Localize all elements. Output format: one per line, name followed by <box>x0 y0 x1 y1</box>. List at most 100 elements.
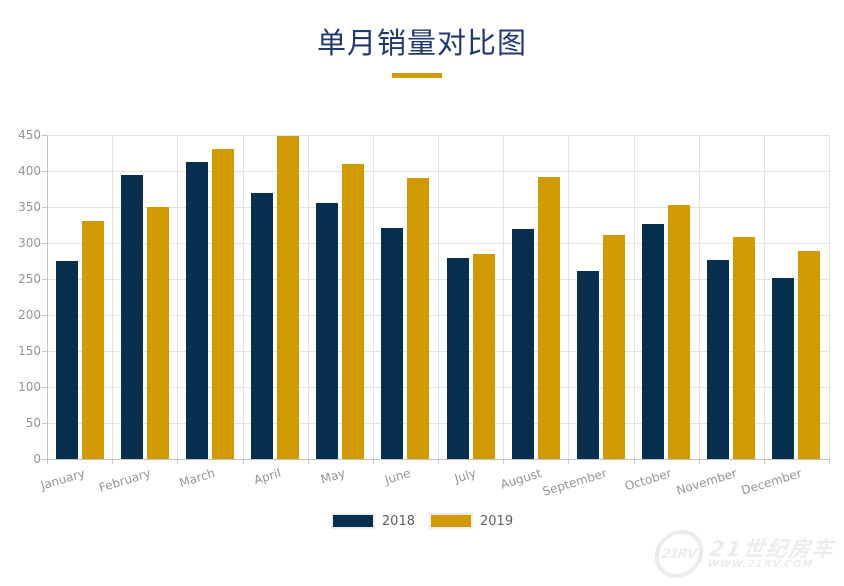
x-axis-label-march: March <box>177 466 218 491</box>
y-axis-tick-150 <box>42 351 47 352</box>
gridline-v-9 <box>633 135 635 459</box>
y-axis-tick-200 <box>42 315 47 316</box>
bar-2018-september[interactable] <box>576 271 599 459</box>
bar-2018-april[interactable] <box>251 192 274 459</box>
y-axis-tick-350 <box>42 207 47 208</box>
x-axis-tick-4 <box>307 459 309 464</box>
legend-item-2018[interactable]: 2018 <box>330 513 415 529</box>
bar-2019-june[interactable] <box>407 178 430 459</box>
gridline-v-4 <box>307 135 309 459</box>
bar-2019-december[interactable] <box>798 250 821 459</box>
y-axis-label-50: 50 <box>25 416 41 430</box>
x-axis-tick-3 <box>242 459 244 464</box>
y-axis-label-200: 200 <box>18 308 41 322</box>
y-axis-tick-50 <box>42 423 47 424</box>
bar-2018-december[interactable] <box>772 277 795 459</box>
bar-2019-july[interactable] <box>472 253 495 459</box>
x-axis-label-may: May <box>319 466 348 487</box>
watermark-text: 21世纪房车 WWW.21RV.COM <box>706 536 837 571</box>
x-axis-tick-9 <box>633 459 635 464</box>
x-axis-tick-7 <box>503 459 505 464</box>
bar-2018-may[interactable] <box>316 202 339 459</box>
gridline-v-7 <box>503 135 505 459</box>
bar-2018-july[interactable] <box>446 258 469 459</box>
gridline-v-10 <box>698 135 700 459</box>
y-axis-line <box>47 135 48 459</box>
x-axis-label-january: January <box>39 466 87 493</box>
bar-2018-february[interactable] <box>120 174 143 459</box>
x-axis-tick-10 <box>698 459 700 464</box>
x-axis-tick-1 <box>112 459 114 464</box>
x-axis-tick-11 <box>763 459 765 464</box>
x-axis-label-august: August <box>498 466 543 492</box>
y-axis-tick-250 <box>42 279 47 280</box>
bar-2019-february[interactable] <box>146 207 169 459</box>
watermark-url: WWW.21RV.COM <box>706 558 814 570</box>
y-axis-label-400: 400 <box>18 164 41 178</box>
x-axis-label-november: November <box>674 466 739 498</box>
gridline-v-1 <box>112 135 114 459</box>
y-axis-tick-100 <box>42 387 47 388</box>
y-axis-label-100: 100 <box>18 380 41 394</box>
gridline-v-5 <box>372 135 374 459</box>
x-axis-tick-5 <box>372 459 374 464</box>
x-axis-label-april: April <box>251 466 283 488</box>
title-underline <box>392 73 442 78</box>
bar-2018-january[interactable] <box>55 261 78 459</box>
bar-2019-november[interactable] <box>733 237 756 459</box>
watermark-brand: 21世纪房车 <box>707 536 837 561</box>
bar-2019-april[interactable] <box>277 136 300 459</box>
y-axis-tick-0 <box>42 459 47 460</box>
x-axis-tick-2 <box>177 459 179 464</box>
legend-swatch-2018 <box>330 513 375 529</box>
gridline-v-2 <box>177 135 179 459</box>
x-axis-tick-6 <box>438 459 439 464</box>
bar-2019-august[interactable] <box>537 177 560 459</box>
x-axis-label-october: October <box>623 466 674 494</box>
legend-label-2018: 2018 <box>381 513 415 529</box>
watermark-logo-text: 21RV <box>660 546 697 562</box>
watermark-logo-icon: 21RV <box>651 530 707 578</box>
y-axis-tick-400 <box>42 171 47 172</box>
legend-label-2019: 2019 <box>480 513 514 529</box>
y-axis-label-0: 0 <box>33 452 41 466</box>
x-axis-label-june: June <box>383 466 413 488</box>
y-axis-label-450: 450 <box>18 128 41 142</box>
y-axis-label-250: 250 <box>18 272 41 286</box>
x-axis-tick-12 <box>829 459 830 464</box>
bar-2019-october[interactable] <box>668 204 691 459</box>
legend: 2018 2019 <box>0 513 844 529</box>
watermark: 21RV 21世纪房车 WWW.21RV.COM <box>651 530 837 578</box>
x-axis-tick-8 <box>568 459 570 464</box>
bar-2018-june[interactable] <box>381 227 404 459</box>
gridline-v-6 <box>438 135 439 459</box>
bar-2019-march[interactable] <box>211 148 234 459</box>
bar-2018-october[interactable] <box>642 224 665 459</box>
y-axis-tick-450 <box>42 135 47 136</box>
x-axis-label-july: July <box>452 466 478 486</box>
gridline-v-8 <box>568 135 570 459</box>
bar-2019-january[interactable] <box>81 221 104 459</box>
bar-2019-september[interactable] <box>602 235 625 459</box>
y-axis-label-300: 300 <box>18 236 41 250</box>
y-axis-label-350: 350 <box>18 200 41 214</box>
legend-swatch-2019 <box>429 513 473 529</box>
bar-2018-august[interactable] <box>511 228 534 459</box>
gridline-v-3 <box>242 135 244 459</box>
bar-2018-november[interactable] <box>707 259 730 459</box>
x-axis-label-december: December <box>739 466 804 498</box>
gridline-v-11 <box>763 135 765 459</box>
x-axis-label-september: September <box>540 466 609 499</box>
gridline-v-12 <box>829 135 830 459</box>
y-axis-label-150: 150 <box>18 344 41 358</box>
x-axis-tick-0 <box>47 459 48 464</box>
bar-2019-may[interactable] <box>342 163 365 459</box>
y-axis-tick-300 <box>42 243 47 244</box>
x-axis-label-february: February <box>96 466 152 495</box>
bar-2018-march[interactable] <box>185 161 208 459</box>
legend-item-2019[interactable]: 2019 <box>429 513 513 529</box>
x-axis-line <box>47 459 829 460</box>
chart-title: 单月销量对比图 <box>316 26 527 60</box>
